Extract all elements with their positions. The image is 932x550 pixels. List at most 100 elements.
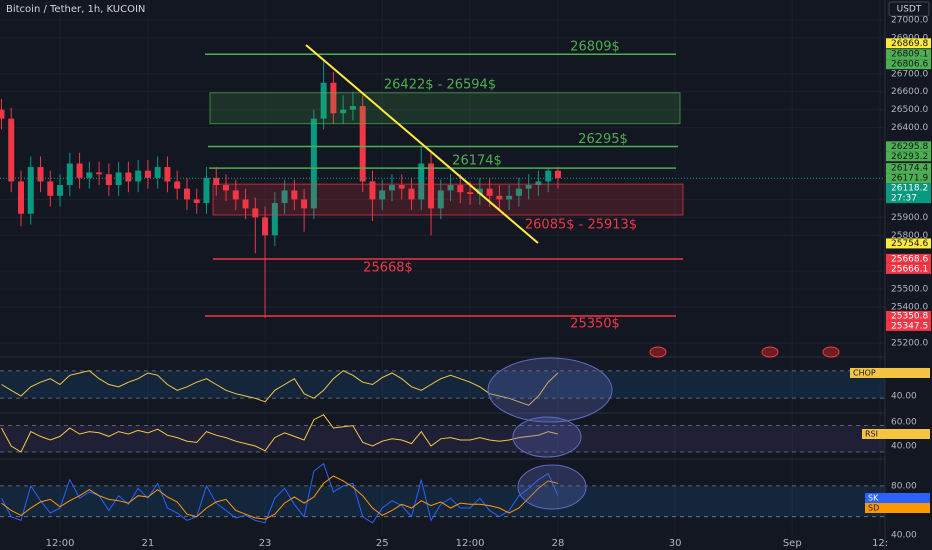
countdown: 27:37 [891,194,917,204]
y-tick-label: 27000.0 [891,15,928,25]
price-badge-label: 25666.1 [891,264,928,274]
candle-body [506,195,513,200]
y-tick-label: 26400.0 [891,123,928,133]
price-badge [886,253,931,264]
indicator-line [1,370,559,406]
price-badge-label: 26295.8 [891,142,928,152]
indicator-tag-label: RSI [865,430,878,439]
candle-body [125,172,132,182]
candle-body [213,177,220,186]
price-badge [886,141,931,152]
currency[interactable]: USDT [897,5,922,15]
x-tick-label: 23 [259,538,272,549]
chart-title: Bitcoin / Tether, 1h, KUCOIN [6,4,145,15]
y-tick-label: 26500.0 [891,105,928,115]
x-tick-label: 25 [376,538,389,549]
candle-body [96,172,103,175]
candle-body [154,167,161,178]
candle-body [291,190,298,200]
x-tick-label: 12: [872,538,888,549]
candle-body [359,106,366,182]
price-badge [886,151,931,162]
x-tick-label: 21 [142,538,155,549]
candle-body [144,170,151,178]
y-tick-label: 25200.0 [891,338,928,348]
y-tick-label: 25900.0 [891,213,928,223]
zone [209,92,681,125]
candle-body [271,202,278,236]
zone-label: 26422$ - 26594$ [384,77,496,92]
candle-body [457,185,464,193]
candle-body [232,190,239,200]
candle-body [418,163,425,200]
price-badge [886,183,931,204]
candle-body [174,181,181,189]
y-tick-label: 26700.0 [891,69,928,79]
candle-body [164,167,171,182]
candle-body [525,185,532,189]
candle-body [554,170,561,179]
candle-body [17,181,24,214]
candle-body [428,163,435,209]
highlight-ellipse [487,357,613,423]
indicator-line [1,462,559,524]
indicator-tag [865,493,930,503]
candle-body [27,167,34,214]
candle-body [398,185,405,189]
highlight-ellipse [512,416,582,458]
price-badge-label: 26174.4 [891,164,928,174]
level-label: 26295$ [578,132,628,147]
indicator-tag-label: SK [868,494,879,503]
level-label: 26809$ [570,40,620,55]
price-badge-label: 26806.6 [891,60,928,70]
candle-body [76,163,83,178]
event-icon[interactable] [761,346,779,358]
event-icon[interactable] [822,346,840,358]
indicator-line [1,475,559,520]
indicator-tag-label: CHOP [853,368,876,377]
candle-body [242,199,249,209]
candle-body [320,82,327,119]
candle-body [437,190,444,209]
x-tick-label: 28 [552,538,565,549]
candle-body [223,185,230,191]
event-icon[interactable] [649,346,667,358]
candle-body [349,106,356,110]
candle-body [203,177,210,203]
price-badge [886,163,931,174]
indicator-tick-label: 40.00 [891,442,917,452]
indicator-band [0,485,885,517]
indicator-tag-label: SD [868,504,879,513]
candle-body [47,181,54,196]
indicator-tag [862,429,930,439]
price-badge [886,320,931,331]
candle-body [447,185,454,191]
x-tick-label: Sep [783,538,802,549]
candle-body [545,170,552,182]
candle-body [8,118,15,182]
candle-body [262,217,269,236]
price-badge-label: 26171.9 [891,174,928,184]
event-icons [649,346,840,358]
candle-body [301,199,308,209]
candle-body [535,181,542,186]
candle-body [486,188,493,196]
price-badge [886,38,931,49]
currency-box[interactable] [888,1,930,17]
price-badge-label: 26809.1 [891,50,928,60]
zone-label: 26085$ - 25913$ [525,218,637,233]
indicator-tag [850,367,930,378]
price-badge [886,173,931,184]
candle-body [340,109,347,114]
candle-body [37,167,44,182]
price-badge-label: 25350.8 [891,311,928,321]
price-badge-label: 25668.6 [891,254,928,264]
candle-body [66,163,73,186]
y-tick-label: 25400.0 [891,303,928,313]
y-tick-label: 26600.0 [891,87,928,97]
x-tick-label: 12:00 [456,538,485,549]
price-badge [886,49,931,60]
candle-body [115,172,122,186]
x-tick-label: 30 [669,538,682,549]
